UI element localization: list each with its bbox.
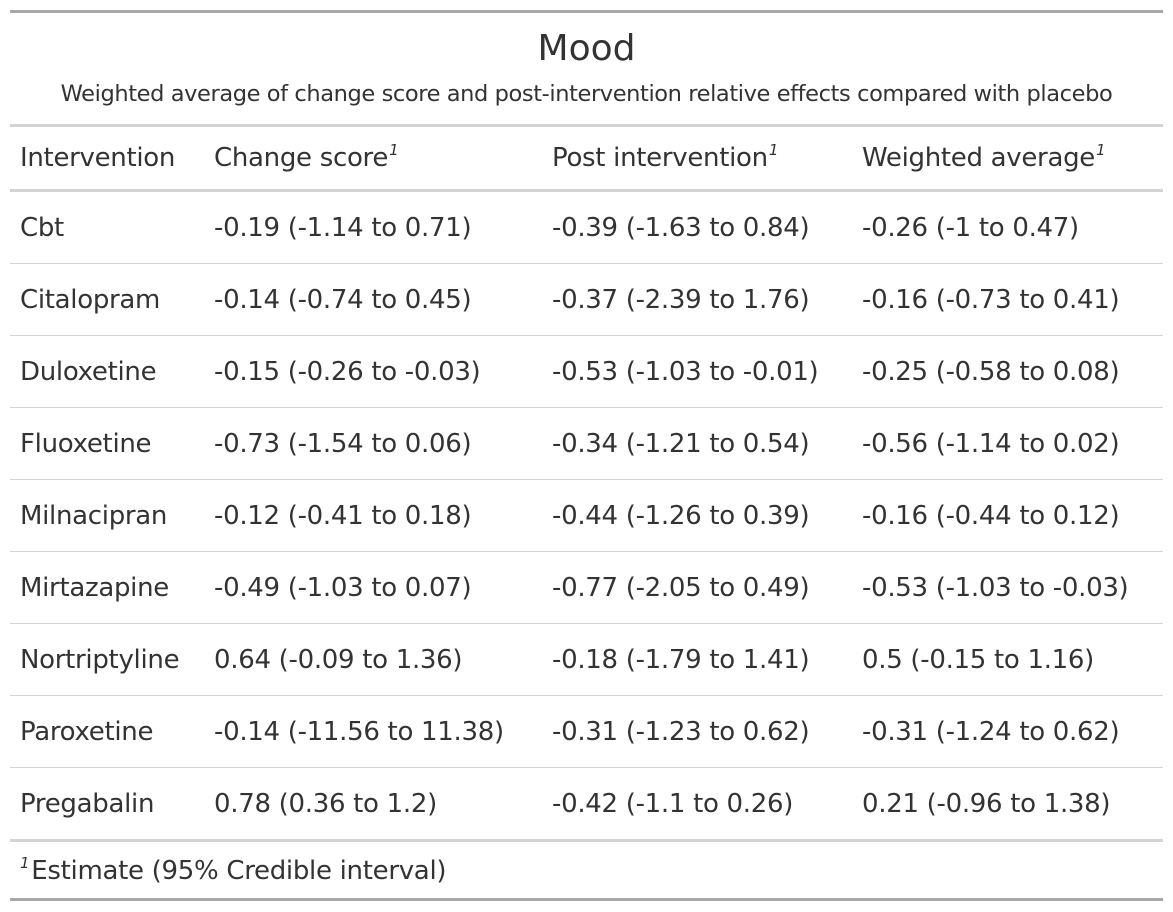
change-score-cell: 0.78 (0.36 to 1.2)	[204, 767, 542, 842]
post-intervention-cell: -0.42 (-1.1 to 0.26)	[542, 767, 852, 842]
column-header-label: Post intervention	[552, 143, 768, 173]
column-header-post-intervention: Post intervention1	[542, 127, 852, 192]
post-intervention-cell: -0.18 (-1.79 to 1.41)	[542, 623, 852, 696]
table-body: Cbt -0.19 (-1.14 to 0.71) -0.39 (-1.63 t…	[10, 191, 1163, 842]
column-header-intervention: Intervention	[10, 127, 204, 192]
change-score-cell: 0.64 (-0.09 to 1.36)	[204, 623, 542, 696]
post-intervention-cell: -0.31 (-1.23 to 0.62)	[542, 695, 852, 768]
footnote-mark: 1	[389, 140, 399, 159]
column-header-change-score: Change score1	[204, 127, 542, 192]
weighted-average-cell: -0.31 (-1.24 to 0.62)	[852, 695, 1163, 768]
heading-divider	[10, 124, 1163, 127]
post-intervention-cell: -0.77 (-2.05 to 0.49)	[542, 551, 852, 624]
post-intervention-cell: -0.34 (-1.21 to 0.54)	[542, 407, 852, 480]
column-header-label: Intervention	[20, 143, 176, 173]
table-row: Citalopram -0.14 (-0.74 to 0.45) -0.37 (…	[10, 263, 1163, 336]
change-score-cell: -0.19 (-1.14 to 0.71)	[214, 212, 472, 243]
weighted-average-cell: -0.16 (-0.44 to 0.12)	[852, 479, 1163, 552]
table-row: Paroxetine -0.14 (-11.56 to 11.38) -0.31…	[10, 695, 1163, 768]
change-score-cell: -0.49 (-1.03 to 0.07)	[204, 551, 542, 624]
intervention-cell: Mirtazapine	[10, 551, 204, 624]
footnote-text: Estimate (95% Credible interval)	[31, 856, 447, 886]
table-header: Intervention Change score1 Post interven…	[10, 127, 1163, 192]
footnote-mark: 1	[768, 140, 779, 159]
weighted-average-cell: -0.25 (-0.58 to 0.08)	[852, 335, 1163, 408]
footnote-mark: 1	[1095, 140, 1106, 159]
table-subtitle: Weighted average of change score and pos…	[60, 81, 1113, 107]
footnote-mark: 1	[20, 853, 30, 872]
change-score-cell: -0.73 (-1.54 to 0.06)	[204, 407, 542, 480]
table-row: Duloxetine -0.15 (-0.26 to -0.03) -0.53 …	[10, 335, 1163, 408]
table-row: Fluoxetine -0.73 (-1.54 to 0.06) -0.34 (…	[10, 407, 1163, 480]
intervention-cell: Nortriptyline	[10, 623, 204, 696]
intervention-cell: Fluoxetine	[10, 407, 204, 480]
results-table: Intervention Change score1 Post interven…	[10, 127, 1163, 842]
weighted-average-cell: -0.56 (-1.14 to 0.02)	[852, 407, 1163, 480]
change-score-cell: -0.12 (-0.41 to 0.18)	[204, 479, 542, 552]
results-table-frame: Mood Weighted average of change score an…	[10, 10, 1163, 901]
weighted-average-cell: 0.5 (-0.15 to 1.16)	[852, 623, 1163, 696]
table-row: Pregabalin 0.78 (0.36 to 1.2) -0.42 (-1.…	[10, 767, 1163, 842]
intervention-cell: Cbt	[20, 212, 64, 243]
post-intervention-cell: -0.39 (-1.63 to 0.84)	[552, 212, 810, 243]
post-intervention-cell: -0.53 (-1.03 to -0.01)	[542, 335, 852, 408]
intervention-cell: Paroxetine	[10, 695, 204, 768]
intervention-cell: Pregabalin	[10, 767, 204, 842]
table-title: Mood	[537, 28, 636, 69]
table-footnote: 1Estimate (95% Credible interval)	[20, 853, 447, 889]
intervention-cell: Milnacipran	[10, 479, 204, 552]
column-header-label: Weighted average	[862, 143, 1095, 173]
change-score-cell: -0.14 (-0.74 to 0.45)	[204, 263, 542, 336]
column-header-label: Change score	[214, 143, 389, 173]
post-intervention-cell: -0.37 (-2.39 to 1.76)	[542, 263, 852, 336]
change-score-cell: -0.15 (-0.26 to -0.03)	[204, 335, 542, 408]
table-row: Milnacipran -0.12 (-0.41 to 0.18) -0.44 …	[10, 479, 1163, 552]
weighted-average-cell: 0.21 (-0.96 to 1.38)	[852, 767, 1163, 842]
table-row: Mirtazapine -0.49 (-1.03 to 0.07) -0.77 …	[10, 551, 1163, 624]
weighted-average-cell: -0.53 (-1.03 to -0.03)	[852, 551, 1163, 624]
intervention-cell: Duloxetine	[10, 335, 204, 408]
header-row: Intervention Change score1 Post interven…	[10, 127, 1163, 192]
change-score-cell: -0.14 (-11.56 to 11.38)	[204, 695, 542, 768]
post-intervention-cell: -0.44 (-1.26 to 0.39)	[542, 479, 852, 552]
intervention-cell: Citalopram	[10, 263, 204, 336]
table-row: Cbt -0.19 (-1.14 to 0.71) -0.39 (-1.63 t…	[10, 191, 1163, 264]
weighted-average-cell: -0.16 (-0.73 to 0.41)	[852, 263, 1163, 336]
table-row: Nortriptyline 0.64 (-0.09 to 1.36) -0.18…	[10, 623, 1163, 696]
weighted-average-cell: -0.26 (-1 to 0.47)	[862, 212, 1079, 243]
column-header-weighted-average: Weighted average1	[852, 127, 1163, 192]
